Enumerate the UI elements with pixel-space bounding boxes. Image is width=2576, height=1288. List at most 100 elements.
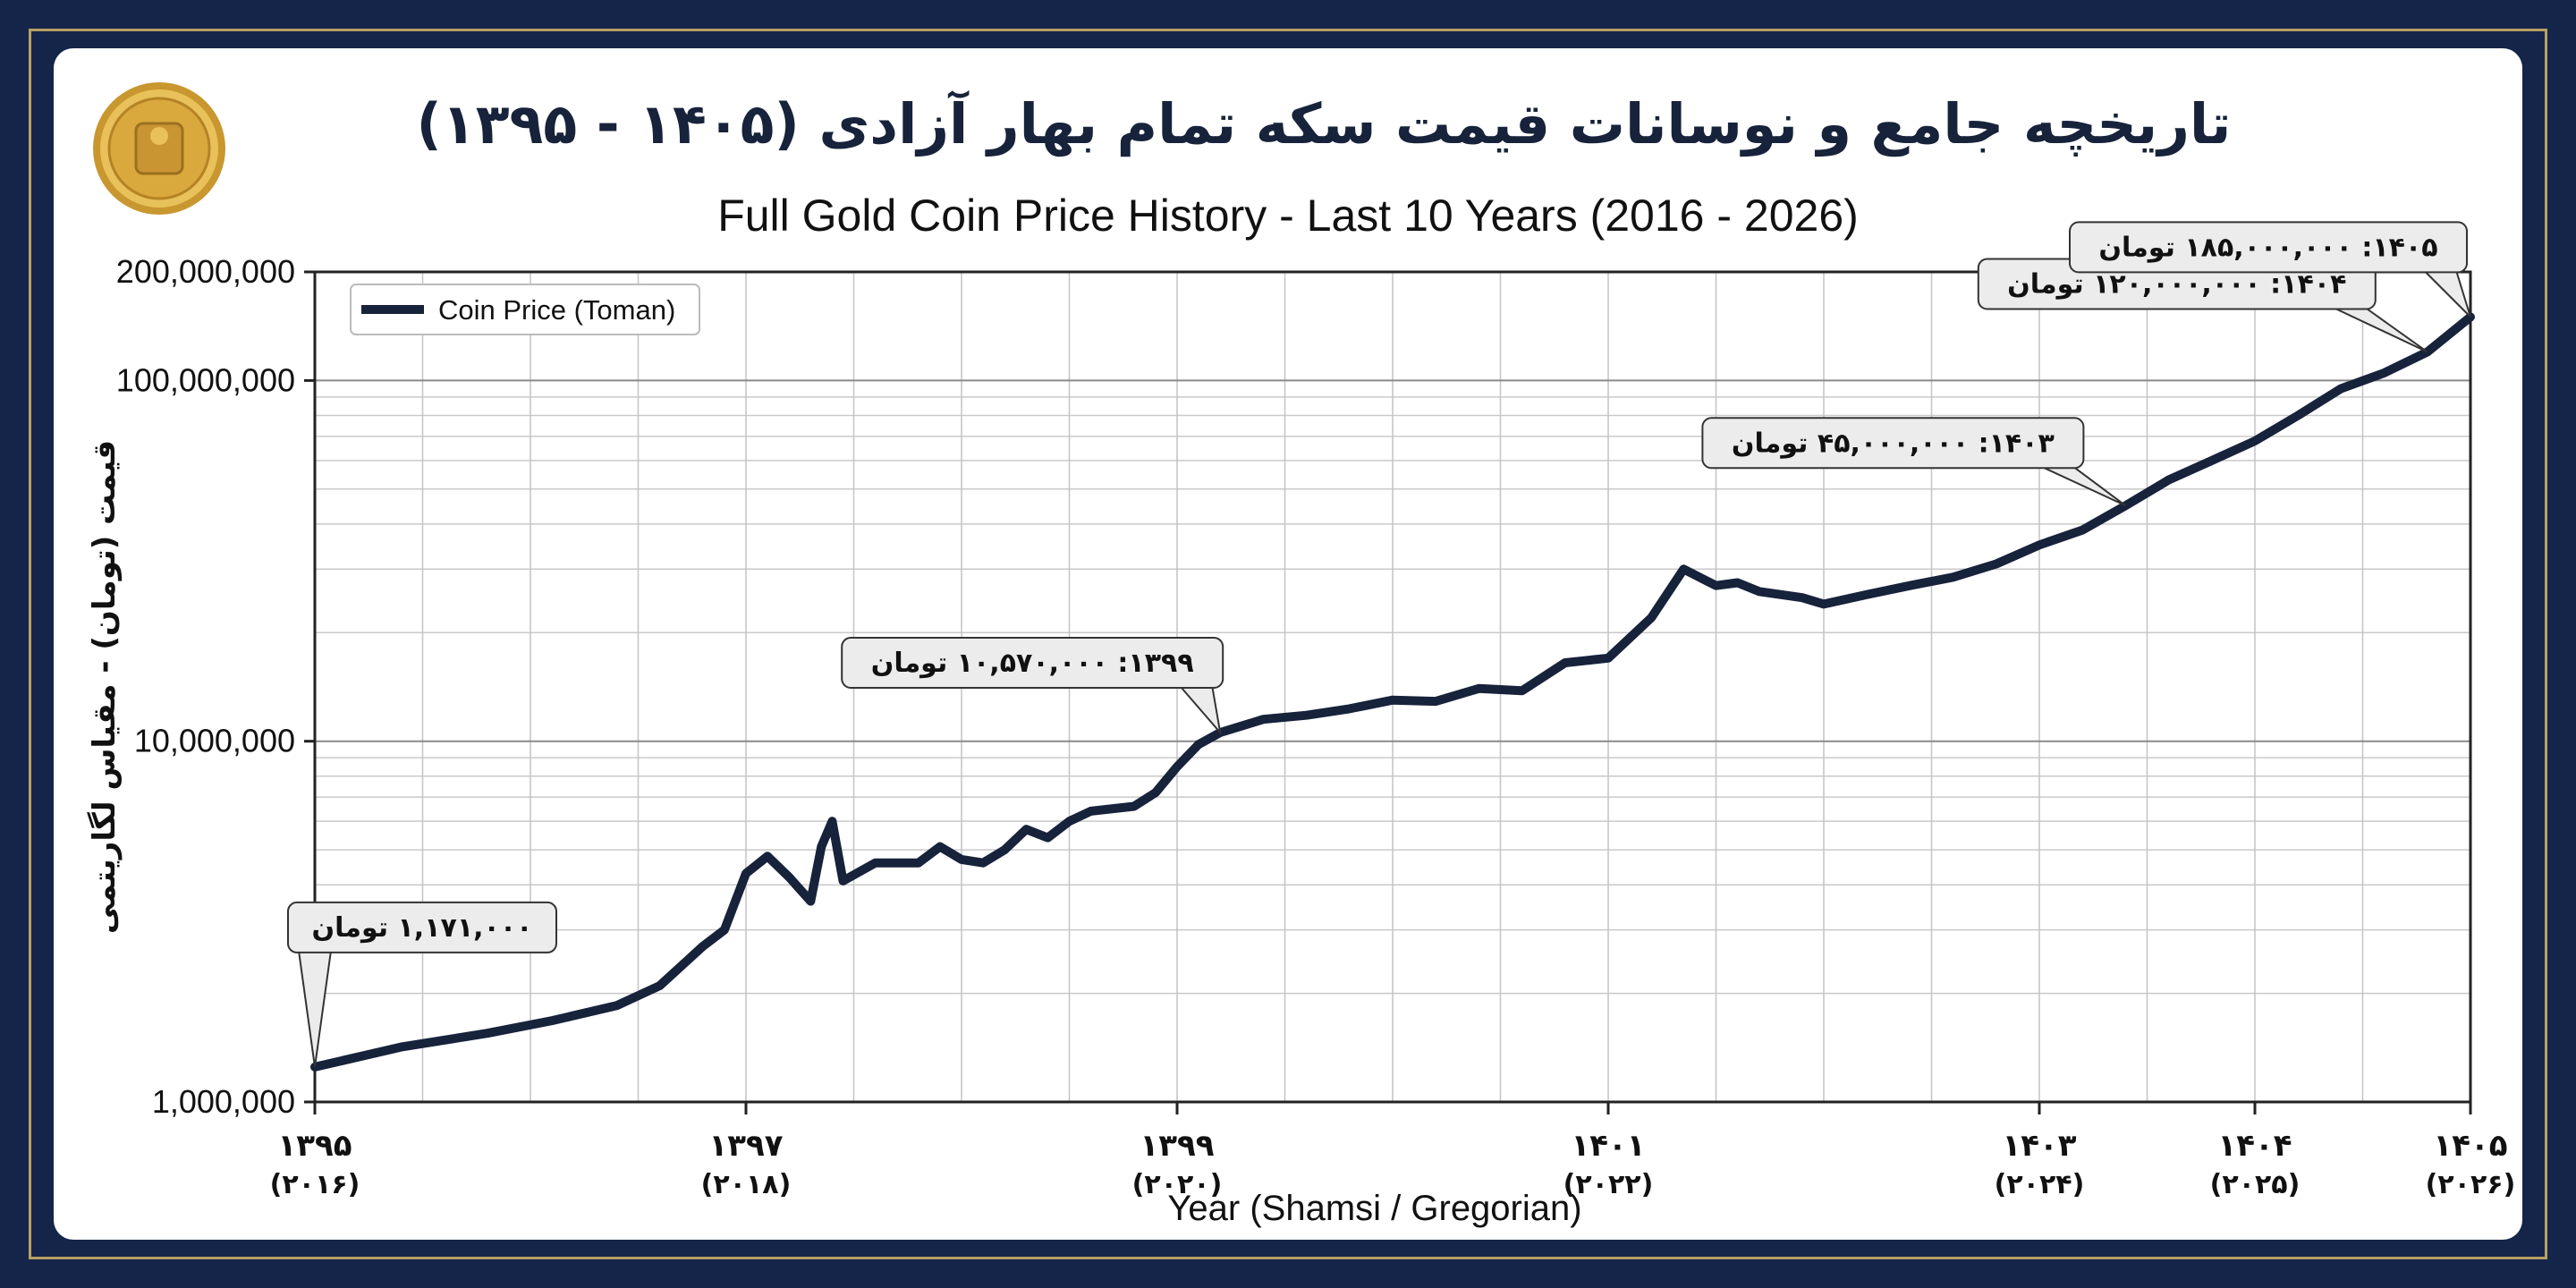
data-point: [1303, 712, 1309, 718]
data-point: [1390, 697, 1395, 703]
annotations: ۱,۱۷۱,۰۰۰ تومان ۱۳۹۹: ۱۰,۵۷۰,۰۰۰ تومان ۱۴۰…: [287, 221, 2471, 1068]
data-point: [1713, 582, 1719, 589]
data-point: [1821, 601, 1826, 607]
data-point: [743, 870, 749, 877]
annotation-label: ۱۴۰۵: ۱۸۵,۰۰۰,۰۰۰ تومان: [2098, 232, 2437, 263]
decorative-frame: [29, 29, 2547, 1259]
callout-box: [841, 636, 1224, 689]
data-point: [1023, 826, 1030, 833]
y-tick-label: 1,000,000: [152, 1083, 295, 1120]
annotation-label: ۱۴۰۳: ۴۵,۰۰۰,۰۰۰ تومان: [1732, 428, 2055, 459]
data-point: [936, 843, 943, 850]
data-point: [398, 1044, 404, 1050]
data-point: [808, 898, 814, 904]
annotation-callout: ۱,۱۷۱,۰۰۰ تومان: [287, 901, 557, 1068]
data-point: [2252, 437, 2258, 444]
data-point: [2381, 369, 2387, 376]
x-tick-label-shamsi: ۱۴۰۳: [2002, 1128, 2076, 1164]
data-point: [2208, 457, 2215, 463]
y-tick-label: 100,000,000: [116, 361, 295, 398]
data-point: [765, 853, 771, 860]
data-point: [1734, 580, 1741, 586]
y-axis-ticks: 1,000,000 10,000,000 100,000,000 200,000,00…: [116, 253, 315, 1120]
annotation-label: ۱,۱۷۱,۰۰۰ تومان: [312, 912, 533, 944]
x-tick-label-shamsi: ۱۳۹۵: [277, 1128, 352, 1164]
x-tick-label-gregorian: (۲۰۲۲): [1563, 1169, 1654, 1200]
callout-pointer: [1178, 684, 1222, 736]
data-point: [840, 877, 846, 884]
x-tick-label-gregorian: (۲۰۱۶): [270, 1169, 360, 1200]
data-point: [1950, 574, 1956, 580]
data-point: [1002, 847, 1008, 853]
data-point: [2338, 386, 2344, 392]
callout-box: [1701, 417, 2085, 470]
x-tick-label-gregorian: (۲۰۲۵): [2210, 1169, 2301, 1200]
data-point: [829, 818, 835, 825]
data-point: [1260, 716, 1267, 723]
data-point: [484, 1030, 490, 1037]
x-tick-label-gregorian: (۲۰۱۸): [701, 1169, 792, 1200]
callout-pointer: [2421, 269, 2471, 318]
data-point: [2080, 527, 2086, 533]
data-point: [2295, 412, 2301, 419]
legend: Coin Price (Toman): [350, 284, 700, 335]
x-tick-label-gregorian: (۲۰۲۶): [2426, 1169, 2516, 1200]
y-tick-label: 200,000,000: [116, 253, 295, 290]
gold-coin-icon: [93, 82, 225, 215]
data-point: [1562, 659, 1568, 665]
data-point: [1799, 595, 1805, 601]
x-tick-label-shamsi: ۱۴۰۱: [1571, 1128, 1645, 1164]
annotation-callout: ۱۴۰۵: ۱۸۵,۰۰۰,۰۰۰ تومان: [2069, 221, 2471, 318]
x-tick-label-shamsi: ۱۴۰۴: [2217, 1128, 2292, 1164]
x-tick-label-shamsi: ۱۴۰۵: [2433, 1128, 2507, 1164]
data-point: [1433, 699, 1439, 705]
data-point: [1088, 808, 1094, 814]
data-point: [1196, 741, 1202, 748]
callout-box: [287, 901, 557, 953]
x-tick-label-shamsi: ۱۳۹۷: [708, 1128, 783, 1164]
data-point: [1648, 614, 1655, 621]
annotation-label: ۱۴۰۴: ۱۲۰,۰۰۰,۰۰۰ تومان: [2007, 268, 2346, 300]
plot-area: [313, 270, 2472, 1104]
data-point: [1756, 589, 1762, 595]
callout-pointer: [2039, 465, 2126, 507]
y-tick-label: 10,000,000: [134, 723, 295, 759]
data-point: [1864, 591, 1870, 597]
data-point: [614, 1003, 620, 1009]
chart-title: تاریخچه جامع و نوسانات قیمت سکه تمام بها…: [417, 89, 2232, 157]
data-point: [1045, 835, 1051, 841]
legend-label: Coin Price (Toman): [438, 294, 675, 326]
data-point: [1346, 706, 1352, 712]
x-tick-label-gregorian: (۲۰۲۰): [1132, 1169, 1223, 1200]
callout-pointer: [297, 949, 333, 1068]
annotation-callout: ۱۳۹۹: ۱۰,۵۷۰,۰۰۰ تومان: [841, 636, 1224, 736]
data-point: [818, 843, 825, 850]
x-tick-label-gregorian: (۲۰۲۴): [1995, 1169, 2085, 1200]
data-point: [1174, 764, 1180, 770]
data-point: [786, 874, 792, 880]
data-point: [657, 983, 663, 989]
series-points: [312, 314, 2473, 1070]
data-point: [549, 1018, 555, 1024]
data-point: [1476, 685, 1482, 691]
y-axis-label: قیمت (تومان) - مقیاس لگاریتمی: [87, 440, 123, 934]
minor-gridlines: [314, 272, 2471, 1102]
callout-box: [2069, 221, 2468, 274]
data-point: [1066, 818, 1072, 825]
data-point: [1993, 561, 1999, 567]
x-axis-ticks: ۱۳۹۵ (۲۰۱۶) ۱۳۹۷ (۲۰۱۸) ۱۳۹۹ (۲۰۲۰) ۱۴۰۱ (۲۰۲۲)…: [270, 1102, 2516, 1200]
x-axis-label: Year (Shamsi / Gregorian): [1167, 1189, 1581, 1228]
annotation-label: ۱۳۹۹: ۱۰,۵۷۰,۰۰۰ تومان: [871, 648, 1194, 679]
data-point: [1131, 803, 1137, 809]
data-point: [1681, 566, 1687, 572]
data-point: [699, 944, 706, 950]
data-point: [980, 860, 987, 866]
data-point: [1152, 790, 1158, 796]
data-point: [721, 927, 727, 933]
data-point: [1519, 688, 1525, 694]
data-point: [1907, 582, 1913, 589]
data-point: [1606, 655, 1611, 661]
annotation-callout: ۱۴۰۳: ۴۵,۰۰۰,۰۰۰ تومان: [1701, 417, 2126, 507]
data-point: [2165, 477, 2172, 483]
